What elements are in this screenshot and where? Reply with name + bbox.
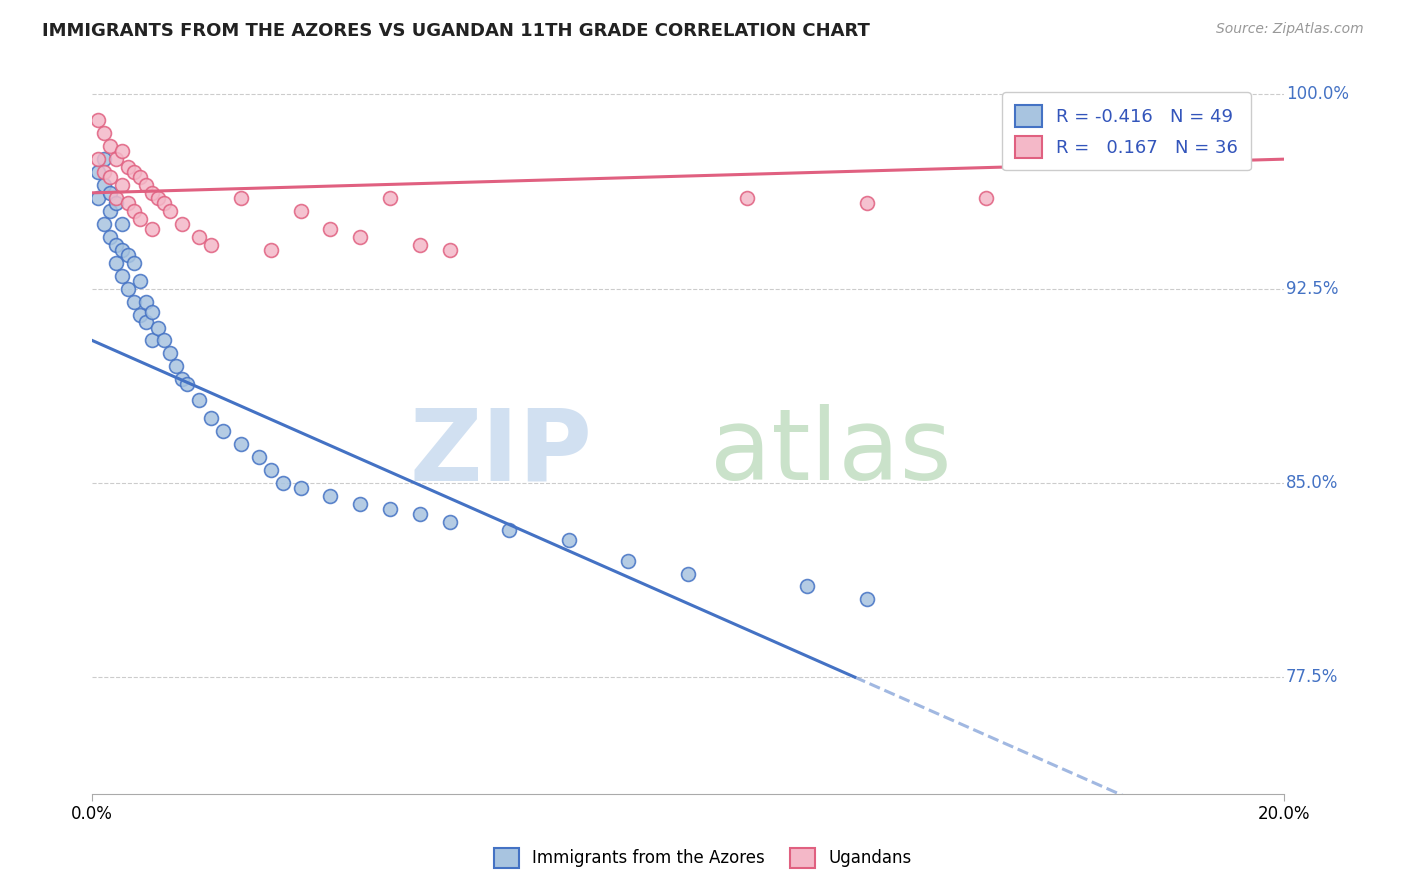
Point — [152, 196, 174, 211]
Point — [135, 294, 157, 309]
Point — [974, 191, 997, 205]
Point — [87, 113, 110, 128]
Point — [93, 152, 115, 166]
Point — [737, 191, 759, 205]
Point — [188, 392, 211, 407]
Legend: R = -0.416   N = 49, R =   0.167   N = 36: R = -0.416 N = 49, R = 0.167 N = 36 — [1002, 92, 1251, 170]
Point — [152, 334, 174, 348]
Point — [141, 222, 163, 236]
Point — [111, 178, 134, 192]
Point — [146, 191, 169, 205]
Point — [676, 566, 699, 581]
Point — [93, 217, 115, 231]
Point — [170, 217, 193, 231]
Point — [212, 424, 235, 438]
Point — [111, 243, 134, 257]
Point — [105, 191, 128, 205]
Point — [105, 237, 128, 252]
Point — [105, 256, 128, 270]
Point — [141, 186, 163, 200]
Text: ZIP: ZIP — [409, 404, 592, 501]
Text: IMMIGRANTS FROM THE AZORES VS UGANDAN 11TH GRADE CORRELATION CHART: IMMIGRANTS FROM THE AZORES VS UGANDAN 11… — [42, 22, 870, 40]
Point — [128, 211, 150, 226]
Point — [122, 256, 145, 270]
Point — [271, 475, 294, 490]
Point — [105, 152, 128, 166]
Point — [165, 359, 187, 374]
Point — [111, 268, 134, 283]
Text: Source: ZipAtlas.com: Source: ZipAtlas.com — [1216, 22, 1364, 37]
Point — [146, 320, 169, 334]
Point — [439, 243, 461, 257]
Point — [111, 145, 134, 159]
Point — [111, 217, 134, 231]
Text: atlas: atlas — [710, 404, 952, 501]
Point — [159, 204, 181, 219]
Point — [558, 533, 581, 547]
Point — [117, 160, 139, 174]
Point — [93, 178, 115, 192]
Point — [87, 165, 110, 179]
Point — [122, 294, 145, 309]
Point — [200, 237, 222, 252]
Point — [93, 126, 115, 140]
Point — [319, 489, 342, 503]
Point — [135, 315, 157, 329]
Point — [200, 411, 222, 425]
Point — [98, 186, 121, 200]
Point — [855, 592, 877, 607]
Point — [117, 282, 139, 296]
Point — [141, 334, 163, 348]
Point — [617, 553, 640, 567]
Point — [796, 579, 818, 593]
Point — [105, 196, 128, 211]
Point — [170, 372, 193, 386]
Text: 85.0%: 85.0% — [1286, 474, 1339, 491]
Point — [247, 450, 270, 464]
Point — [87, 152, 110, 166]
Point — [87, 191, 110, 205]
Point — [290, 204, 312, 219]
Point — [260, 463, 283, 477]
Point — [141, 305, 163, 319]
Point — [128, 170, 150, 185]
Text: 92.5%: 92.5% — [1286, 280, 1339, 298]
Point — [188, 230, 211, 244]
Point — [319, 222, 342, 236]
Point — [98, 230, 121, 244]
Point — [409, 507, 432, 521]
Text: 77.5%: 77.5% — [1286, 668, 1339, 686]
Point — [176, 377, 198, 392]
Point — [378, 501, 401, 516]
Point — [128, 308, 150, 322]
Point — [439, 515, 461, 529]
Point — [855, 196, 877, 211]
Text: 100.0%: 100.0% — [1286, 86, 1348, 103]
Point — [122, 204, 145, 219]
Point — [117, 196, 139, 211]
Point — [349, 230, 371, 244]
Point — [98, 170, 121, 185]
Point — [349, 497, 371, 511]
Point — [98, 204, 121, 219]
Point — [93, 165, 115, 179]
Point — [290, 481, 312, 495]
Point — [498, 523, 520, 537]
Point — [135, 178, 157, 192]
Legend: Immigrants from the Azores, Ugandans: Immigrants from the Azores, Ugandans — [488, 841, 918, 875]
Point — [98, 139, 121, 153]
Point — [128, 274, 150, 288]
Point — [229, 191, 252, 205]
Point — [378, 191, 401, 205]
Point — [117, 248, 139, 262]
Point — [260, 243, 283, 257]
Point — [159, 346, 181, 360]
Point — [122, 165, 145, 179]
Point — [229, 437, 252, 451]
Point — [409, 237, 432, 252]
